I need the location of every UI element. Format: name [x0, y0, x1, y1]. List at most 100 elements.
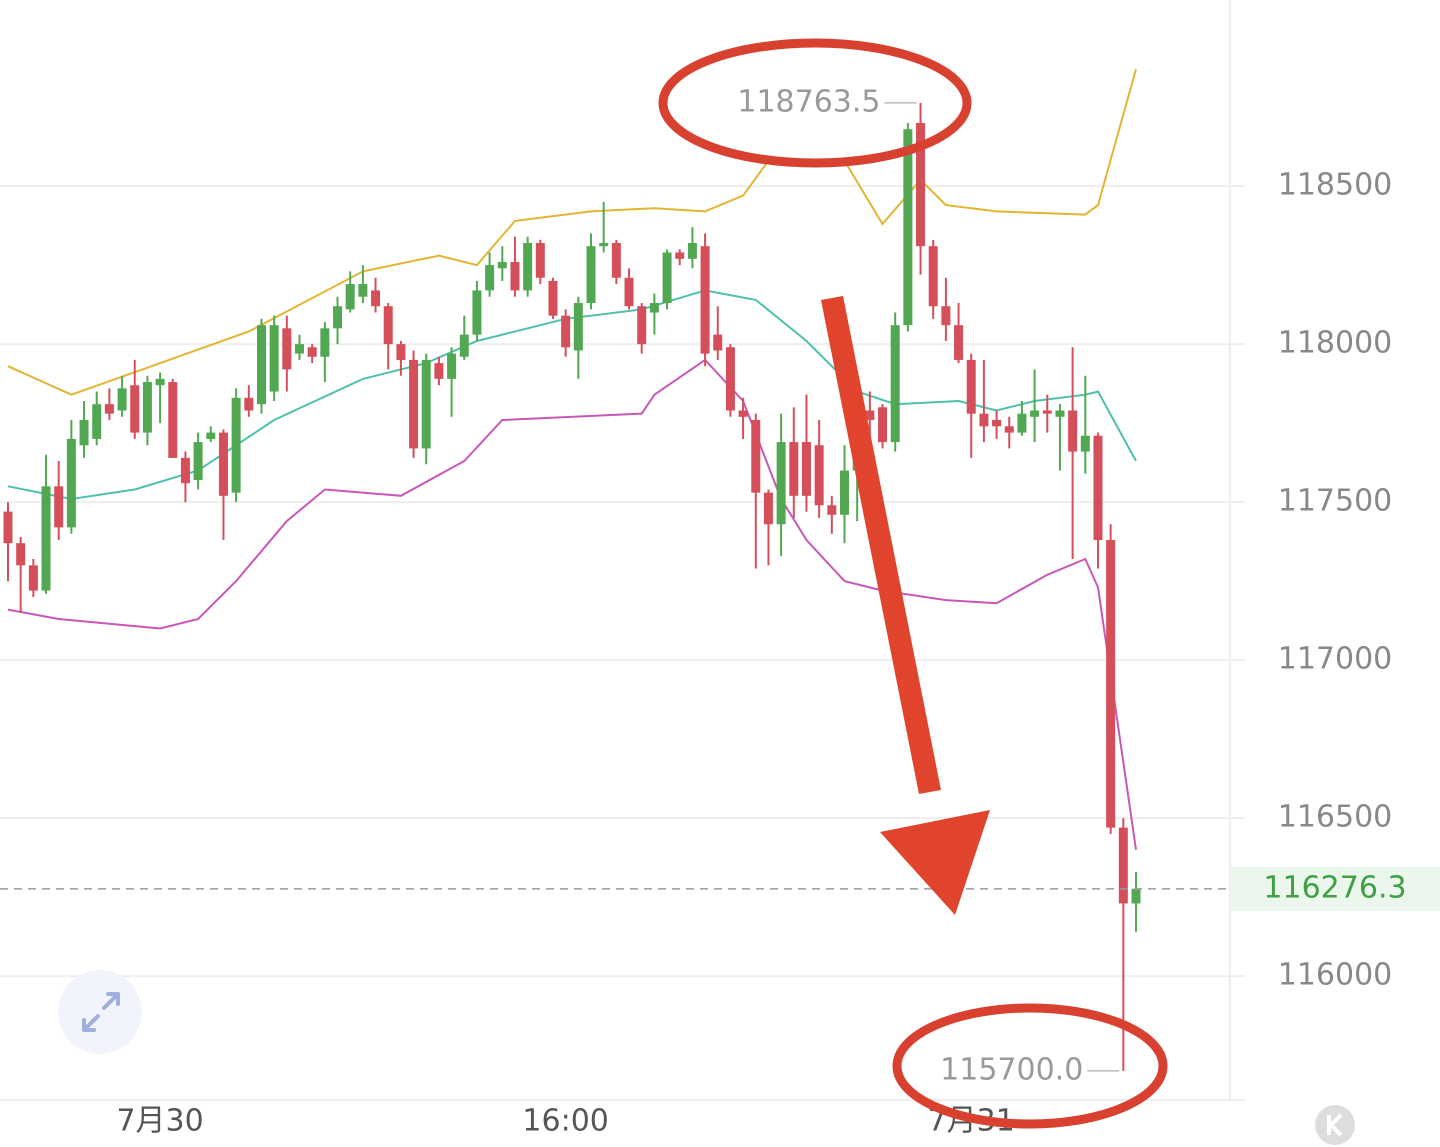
highlight-ellipse [658, 38, 972, 168]
candle-body [421, 359, 431, 449]
candle-body [256, 325, 266, 405]
candle-body [193, 442, 203, 481]
candle-body [700, 246, 710, 354]
candle-body [675, 252, 685, 259]
max-label: 118763.5 [737, 84, 880, 119]
candle-body [472, 290, 482, 335]
candle-body [649, 303, 659, 313]
last-price-box [1230, 866, 1440, 911]
candle-body [3, 511, 13, 544]
min-label: 115700.0 [940, 1052, 1083, 1087]
candle-body [206, 432, 216, 439]
candle-body [1118, 827, 1128, 904]
candle-body [687, 243, 697, 259]
candle-body [776, 442, 786, 525]
candle-body [244, 397, 254, 411]
candle-body [941, 306, 951, 326]
candle-body [168, 382, 178, 458]
y-tick-label: 118000 [1278, 326, 1393, 361]
candle-body [54, 486, 64, 528]
candle-body [396, 344, 406, 360]
candle-body [155, 378, 165, 386]
candle-body [180, 457, 190, 484]
x-tick-label: 16:00 [522, 1104, 608, 1139]
candle-body [966, 359, 976, 414]
candle-body [979, 413, 989, 427]
candle-body [890, 325, 900, 443]
candle-body [104, 404, 114, 414]
logo-button[interactable] [1315, 1105, 1355, 1145]
candle-body [485, 265, 495, 291]
candle-body [231, 397, 241, 493]
candle-body [497, 261, 507, 269]
candle-body [1055, 410, 1065, 417]
plot: 116000 116500 117000 117500 118000 118500 7月30… [0, 68, 1440, 1139]
candle-body [295, 344, 305, 354]
y-tick-label: 117000 [1278, 642, 1393, 677]
candle-body [218, 432, 228, 496]
last-price-label: 116276.3 [1263, 870, 1406, 905]
candle-body [1093, 435, 1103, 541]
y-tick-label: 118500 [1278, 168, 1393, 203]
x-tick-label: 7月30 [116, 1104, 203, 1139]
candle-body [903, 129, 913, 326]
candle-body [713, 334, 723, 351]
candle-body [662, 252, 672, 304]
candle-body [307, 347, 317, 357]
candle-body [637, 306, 647, 345]
candle-body [130, 385, 140, 433]
candle-body [561, 315, 571, 348]
candle-body [434, 363, 444, 379]
band-line [7, 68, 1137, 396]
highlight-ellipse [892, 1003, 1168, 1129]
candle-body [1017, 413, 1027, 433]
candle-body [954, 325, 964, 360]
candle-body [66, 438, 76, 528]
candle-body [358, 284, 368, 297]
candle-body [878, 407, 888, 443]
candle-body [789, 442, 799, 496]
expand-button-bg[interactable] [58, 970, 142, 1054]
arrow-shaft [821, 296, 941, 794]
candle-body [117, 388, 127, 411]
logo-icon[interactable] [1327, 1113, 1343, 1137]
candle-body [510, 261, 520, 291]
candle-body [345, 284, 355, 310]
candle-body [459, 334, 469, 357]
candle-body [409, 359, 419, 449]
candle-body [383, 306, 393, 345]
candle-body [992, 419, 1002, 427]
y-tick-label: 117500 [1278, 484, 1393, 519]
candle-body [282, 328, 292, 370]
candle-body [16, 543, 26, 566]
candle-body [535, 243, 545, 278]
candle-body [763, 492, 773, 525]
arrow-head [880, 810, 990, 915]
expand-button[interactable] [58, 970, 142, 1054]
candle-body [738, 410, 748, 417]
candle-body [751, 419, 761, 493]
candle-body [624, 277, 634, 307]
candle-body [1068, 410, 1078, 452]
candle-body [320, 328, 330, 357]
candle-body [725, 347, 735, 411]
candle-body [928, 246, 938, 307]
candle-body [92, 404, 102, 439]
candle-body [333, 306, 343, 329]
candle-body [371, 290, 381, 307]
candle-body [1004, 426, 1014, 433]
candle-body [523, 243, 533, 291]
candle-body [586, 246, 596, 304]
candle-body [865, 410, 875, 420]
candle-body [801, 442, 811, 496]
expand-icon[interactable] [82, 992, 120, 1032]
candle-body [916, 122, 926, 247]
candle-body [79, 419, 89, 446]
logo-bg[interactable] [1315, 1105, 1355, 1145]
candle-body [1042, 410, 1052, 414]
candle-body [573, 303, 583, 351]
candle-body [827, 505, 837, 515]
candle-body [142, 382, 152, 433]
